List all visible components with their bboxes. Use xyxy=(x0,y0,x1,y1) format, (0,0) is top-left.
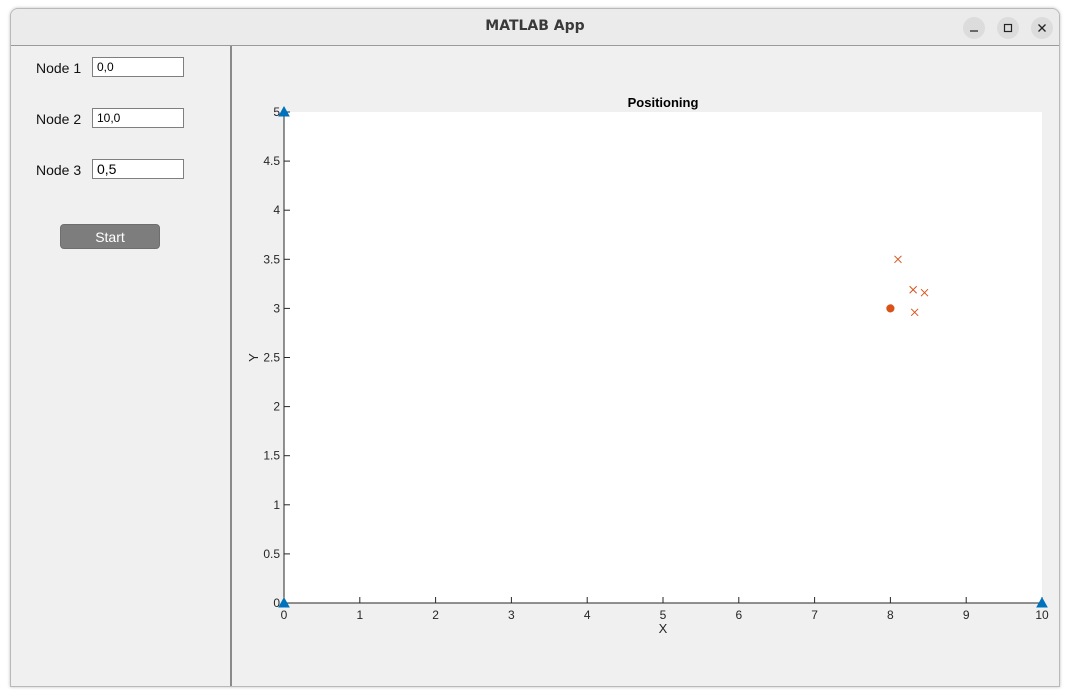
estimate-marker xyxy=(909,285,917,294)
close-button[interactable] xyxy=(1031,17,1053,39)
x-axis-label: X xyxy=(659,621,668,636)
title-bar[interactable]: MATLAB App xyxy=(11,9,1059,46)
y-tick-label: 3 xyxy=(273,301,280,315)
y-tick-label: 5 xyxy=(273,105,280,119)
x-tick-label: 10 xyxy=(1035,608,1049,622)
window-title: MATLAB App xyxy=(485,18,585,34)
y-tick-label: 3.5 xyxy=(263,252,280,266)
maximize-icon xyxy=(1003,23,1013,33)
x-tick-label: 8 xyxy=(887,608,894,622)
y-tick-label: 1.5 xyxy=(263,449,280,463)
y-tick-label: 2 xyxy=(273,400,280,414)
node-2-field[interactable] xyxy=(92,108,184,128)
axes: 0 1 2 3 4 5 6 7 8 9 10 0 0.5 1 1.5 2 2.5 3 3.5 4 4.5 5 xyxy=(263,105,1049,622)
y-axis-label: Y xyxy=(246,353,261,362)
y-tick-label: 0.5 xyxy=(263,547,280,561)
y-tick-label: 0 xyxy=(273,596,280,610)
start-button[interactable]: Start xyxy=(60,224,160,249)
x-tick-label: 5 xyxy=(660,608,667,622)
y-tick-label: 4.5 xyxy=(263,154,280,168)
control-panel: Node 1 Node 2 Node 3 Start xyxy=(11,46,232,686)
x-tick-label: 7 xyxy=(811,608,818,622)
x-tick-label: 2 xyxy=(432,608,439,622)
title-divider xyxy=(11,45,1059,46)
app-window: MATLAB App Node 1 Node 2 Node 3 Start Po… xyxy=(10,8,1060,687)
x-tick-label: 9 xyxy=(963,608,970,622)
x-tick-label: 3 xyxy=(508,608,515,622)
estimate-marker xyxy=(894,255,902,264)
positioning-chart: Positioning 0 1 2 3 4 5 6 7 8 9 10 0 0.5 1 1.5 2 2.5 3 3.5… xyxy=(246,95,1049,636)
node-marker xyxy=(278,596,290,608)
x-tick-label: 0 xyxy=(281,608,288,622)
minimize-icon xyxy=(970,30,978,32)
data-marks xyxy=(278,105,1048,608)
x-tick-label: 4 xyxy=(584,608,591,622)
plot-area[interactable] xyxy=(284,112,1042,603)
node-1-label: Node 1 xyxy=(36,60,82,76)
estimate-marker xyxy=(910,308,919,317)
estimate-marker xyxy=(920,288,929,297)
y-tick-label: 4 xyxy=(273,203,280,217)
maximize-button[interactable] xyxy=(997,17,1019,39)
node-3-field[interactable] xyxy=(92,159,184,179)
position-marker xyxy=(886,304,895,313)
y-tick-label: 1 xyxy=(273,498,280,512)
node-1-field[interactable] xyxy=(92,57,184,77)
y-tick-label: 2.5 xyxy=(263,351,280,365)
x-tick-label: 1 xyxy=(356,608,363,622)
close-icon xyxy=(1038,24,1046,32)
node-marker xyxy=(1036,596,1048,608)
chart-title: Positioning xyxy=(628,95,699,110)
node-2-label: Node 2 xyxy=(36,111,82,127)
node-marker xyxy=(278,105,290,117)
minimize-button[interactable] xyxy=(963,17,985,39)
node-3-label: Node 3 xyxy=(36,162,82,178)
x-tick-label: 6 xyxy=(735,608,742,622)
plot-panel: Positioning 0 1 2 3 4 5 6 7 8 9 10 0 0.5 1 1.5 2 2.5 3 3.5… xyxy=(232,46,1059,686)
